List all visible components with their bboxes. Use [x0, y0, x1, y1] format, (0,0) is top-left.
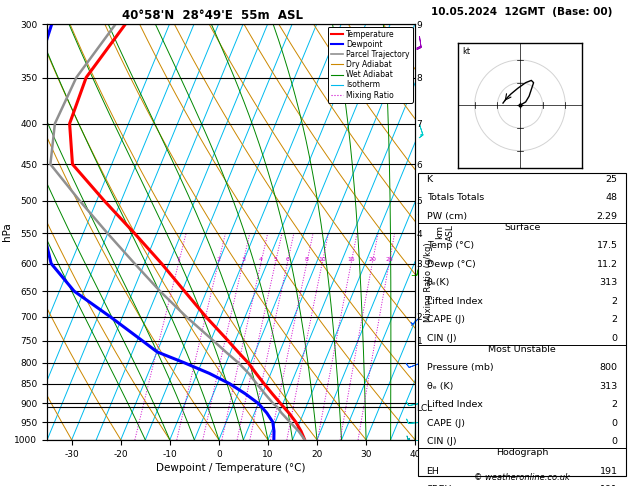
Text: Totals Totals: Totals Totals [426, 193, 484, 202]
Text: 8: 8 [305, 258, 309, 262]
Text: PW (cm): PW (cm) [426, 212, 467, 221]
Text: 800: 800 [599, 364, 618, 372]
Text: 10: 10 [318, 258, 326, 262]
Text: Lifted Index: Lifted Index [426, 400, 482, 409]
Text: 0: 0 [611, 437, 618, 446]
Text: K: K [426, 175, 433, 184]
Text: Surface: Surface [504, 223, 540, 232]
Text: 4: 4 [259, 258, 263, 262]
Text: 313: 313 [599, 382, 618, 391]
Text: 313: 313 [599, 278, 618, 287]
Text: CIN (J): CIN (J) [426, 334, 456, 343]
Text: 11.2: 11.2 [596, 260, 618, 269]
Text: θₑ (K): θₑ (K) [426, 382, 453, 391]
Text: Mixing Ratio (g/kg): Mixing Ratio (g/kg) [425, 242, 433, 322]
Text: CAPE (J): CAPE (J) [426, 315, 465, 324]
Y-axis label: hPa: hPa [2, 223, 12, 242]
Text: 0: 0 [611, 419, 618, 428]
Text: 10.05.2024  12GMT  (Base: 00): 10.05.2024 12GMT (Base: 00) [431, 7, 613, 17]
Text: 2.29: 2.29 [596, 212, 618, 221]
Text: 20: 20 [369, 258, 376, 262]
Text: 17.5: 17.5 [596, 242, 618, 250]
Text: 2: 2 [611, 315, 618, 324]
Text: 191: 191 [599, 485, 618, 486]
Legend: Temperature, Dewpoint, Parcel Trajectory, Dry Adiabat, Wet Adiabat, Isotherm, Mi: Temperature, Dewpoint, Parcel Trajectory… [328, 27, 413, 103]
Text: kt: kt [463, 47, 470, 56]
Text: 15: 15 [347, 258, 355, 262]
Text: CAPE (J): CAPE (J) [426, 419, 465, 428]
Text: 1: 1 [177, 258, 181, 262]
Bar [418, 173, 626, 476]
Text: θₑ(K): θₑ(K) [426, 278, 450, 287]
Text: 2: 2 [611, 297, 618, 306]
X-axis label: Dewpoint / Temperature (°C): Dewpoint / Temperature (°C) [157, 463, 306, 473]
Text: SREH: SREH [426, 485, 452, 486]
Text: Dewp (°C): Dewp (°C) [426, 260, 476, 269]
Y-axis label: km
ASL: km ASL [435, 224, 455, 241]
Text: © weatheronline.co.uk: © weatheronline.co.uk [474, 473, 570, 482]
Text: Temp (°C): Temp (°C) [426, 242, 474, 250]
Text: 48: 48 [606, 193, 618, 202]
Text: 40°58'N  28°49'E  55m  ASL: 40°58'N 28°49'E 55m ASL [122, 9, 303, 22]
Text: Most Unstable: Most Unstable [488, 345, 556, 354]
Text: 6: 6 [286, 258, 289, 262]
Text: Pressure (mb): Pressure (mb) [426, 364, 493, 372]
Text: 25: 25 [606, 175, 618, 184]
Text: 0: 0 [611, 334, 618, 343]
Text: 25: 25 [386, 258, 393, 262]
Text: Hodograph: Hodograph [496, 448, 548, 457]
Text: 191: 191 [599, 467, 618, 476]
Text: 2: 2 [611, 400, 618, 409]
Text: 5: 5 [274, 258, 277, 262]
Text: 2: 2 [216, 258, 221, 262]
Text: 3: 3 [241, 258, 245, 262]
Text: Lifted Index: Lifted Index [426, 297, 482, 306]
Text: CIN (J): CIN (J) [426, 437, 456, 446]
Text: EH: EH [426, 467, 440, 476]
